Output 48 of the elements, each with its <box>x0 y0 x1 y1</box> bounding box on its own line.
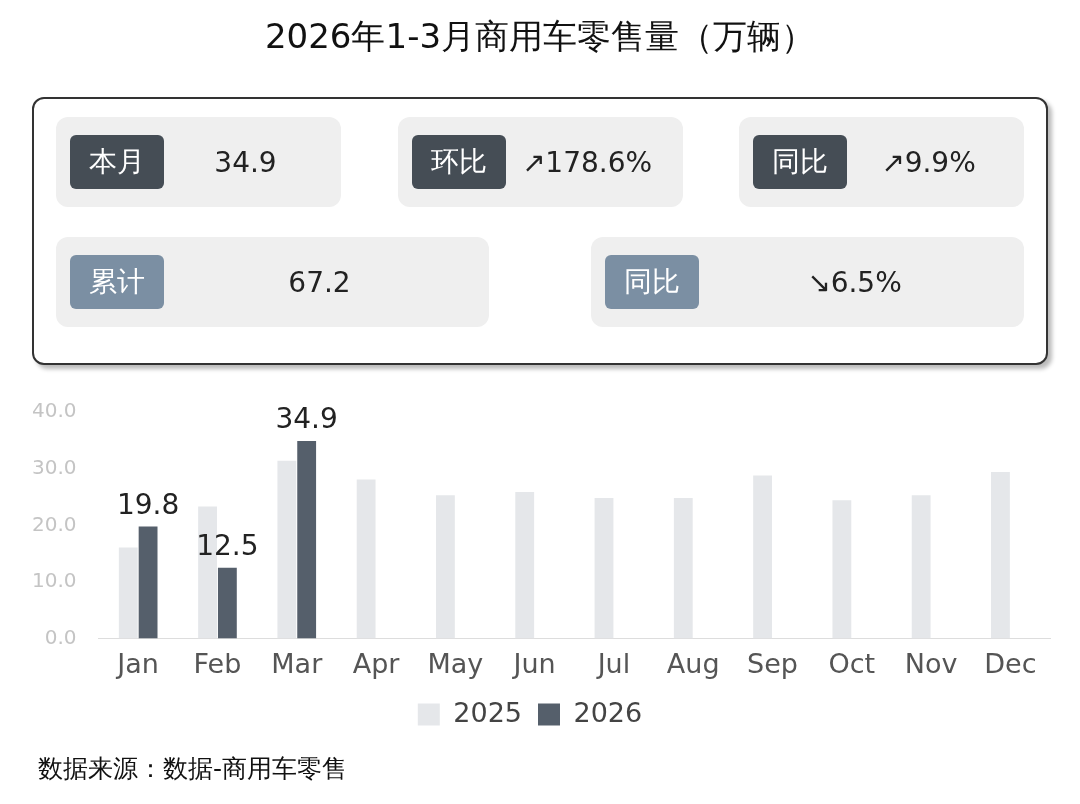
text: 本月 <box>70 135 164 189</box>
x-tick-label: Dec <box>984 647 1037 679</box>
bar <box>991 472 1010 639</box>
x-tick-label: Jul <box>595 647 631 679</box>
x-tick-label: Mar <box>271 647 324 679</box>
y-tick-label: 0.0 <box>44 624 77 649</box>
bar <box>297 440 317 639</box>
y-tick-label: 40.0 <box>32 398 77 423</box>
data-label: 12.5 <box>196 529 259 563</box>
y-tick-label: 10.0 <box>32 568 77 593</box>
x-tick-label: Aug <box>666 647 720 679</box>
x-tick-label: Sep <box>747 647 798 679</box>
bar <box>436 495 455 639</box>
x-tick-label: Jun <box>511 647 556 679</box>
text: 累计 <box>70 255 164 309</box>
text: 67.2 <box>287 265 352 299</box>
x-tick-label: Nov <box>904 647 958 679</box>
text: ↘6.5% <box>806 265 903 299</box>
bar <box>277 460 297 639</box>
x-tick-label: Feb <box>193 647 242 679</box>
x-tick-label: Apr <box>352 647 401 679</box>
data-label: 34.9 <box>275 402 338 436</box>
legend-label: 2025 <box>453 696 523 728</box>
x-tick-label: Oct <box>828 647 876 679</box>
y-tick-label: 20.0 <box>32 511 77 536</box>
bar <box>138 526 158 639</box>
text: 同比 <box>753 135 847 189</box>
data-label: 19.8 <box>116 487 180 521</box>
text: 环比 <box>411 135 506 189</box>
x-tick-label: May <box>427 647 484 679</box>
bar <box>356 479 376 639</box>
bar <box>832 500 852 639</box>
text: 34.9 <box>213 145 278 179</box>
bar <box>673 498 693 639</box>
x-tick-label: Jan <box>115 647 159 679</box>
bar <box>594 498 614 639</box>
legend-label: 2026 <box>573 696 643 728</box>
bar <box>118 547 138 639</box>
source-note: 数据来源：数据-商用车零售 <box>38 753 348 785</box>
text: ↗9.9% <box>880 145 977 179</box>
bar <box>753 475 772 639</box>
bar <box>911 495 931 639</box>
y-tick-label: 30.0 <box>32 454 77 479</box>
text: ↗178.6% <box>520 145 654 179</box>
text: 同比 <box>605 255 699 309</box>
bar <box>515 491 535 639</box>
chart-title: 2026年1-3月商用车零售量（万辆） <box>263 15 817 58</box>
bar <box>217 567 237 639</box>
